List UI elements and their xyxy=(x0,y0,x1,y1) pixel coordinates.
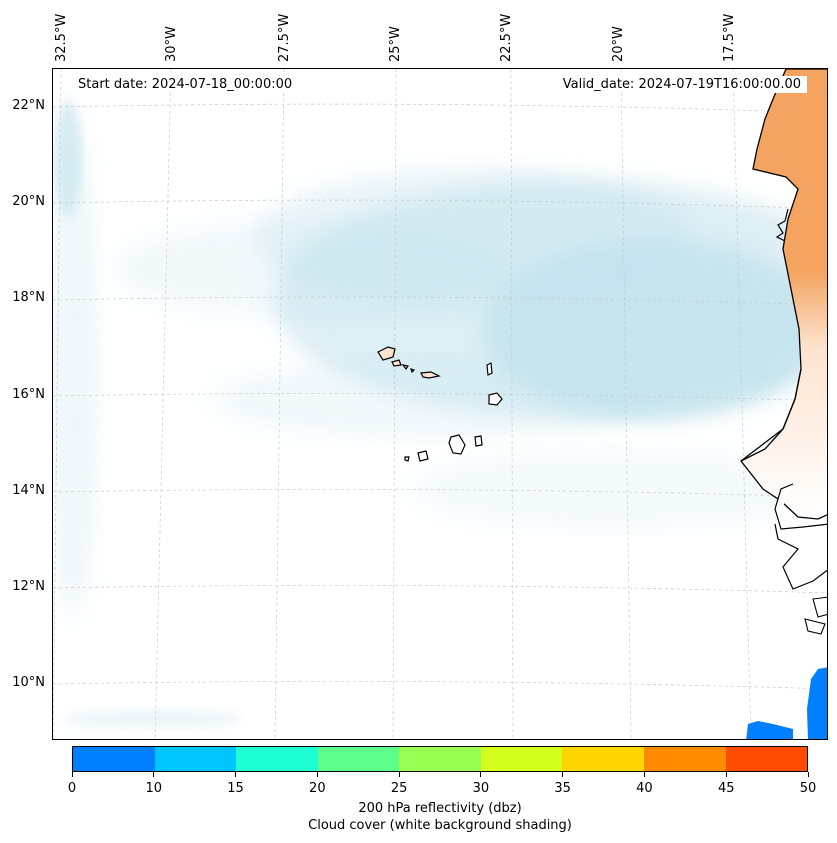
colorbar-tick-mark xyxy=(398,772,400,777)
colorbar-segment xyxy=(643,747,726,771)
reflectivity-colorbar xyxy=(72,746,808,772)
colorbar-tick-label: 20 xyxy=(309,781,326,796)
graticule xyxy=(53,69,827,739)
colorbar-tick-label: 30 xyxy=(472,781,490,796)
colorbar-sublabel: Cloud cover (white background shading) xyxy=(308,818,572,833)
lat-label: 18°N xyxy=(12,290,45,305)
colorbar-segment xyxy=(236,747,318,771)
colorbar-tick-mark xyxy=(643,772,645,777)
lat-label: 16°N xyxy=(12,387,45,402)
colorbar-tick-mark xyxy=(807,772,809,777)
colorbar-tick-label: 10 xyxy=(145,781,163,796)
colorbar-segment xyxy=(480,747,563,771)
colorbar-segment xyxy=(725,747,808,771)
lon-label: 30°W xyxy=(164,26,179,62)
lon-label: 25°W xyxy=(388,26,403,62)
colorbar-segment xyxy=(154,747,237,771)
lat-label: 22°N xyxy=(12,98,45,113)
lon-label: 27.5°W xyxy=(277,13,292,62)
colorbar-tick-label: 45 xyxy=(717,781,735,796)
colorbar-segment xyxy=(73,747,155,771)
colorbar-segment xyxy=(317,747,400,771)
colorbar-tick-label: 0 xyxy=(67,781,77,796)
start-date-label: Start date: 2024-07-18_00:00:00 xyxy=(72,76,299,93)
valid-date-label: Valid_date: 2024-07-19T16:00:00.00 xyxy=(556,76,807,93)
lat-label: 14°N xyxy=(12,483,45,498)
colorbar-tick-mark xyxy=(480,772,482,777)
colorbar-tick-mark xyxy=(725,772,727,777)
colorbar-tick-label: 35 xyxy=(554,781,571,796)
africa-coast xyxy=(739,69,827,635)
lat-label: 12°N xyxy=(12,579,45,594)
colorbar-tick-mark xyxy=(562,772,564,777)
cape-verde-islands xyxy=(377,346,503,462)
cloud-cover-shading xyxy=(53,99,827,729)
lon-label: 22.5°W xyxy=(499,13,514,62)
colorbar-tick-label: 15 xyxy=(227,781,244,796)
colorbar-tick-label: 40 xyxy=(636,781,653,796)
colorbar-segment xyxy=(562,747,644,771)
colorbar-tick-mark xyxy=(316,772,318,777)
lat-label: 10°N xyxy=(12,675,45,690)
lon-label: 17.5°W xyxy=(722,13,737,62)
colorbar-tick-mark xyxy=(71,772,73,777)
colorbar-label: 200 hPa reflectivity (dbz) xyxy=(358,801,522,816)
colorbar-tick-mark xyxy=(153,772,155,777)
reflectivity-patches xyxy=(746,667,827,739)
lon-label: 32.5°W xyxy=(54,13,69,62)
colorbar-segment xyxy=(399,747,481,771)
colorbar-tick-label: 50 xyxy=(799,781,817,796)
map-canvas xyxy=(53,69,827,739)
lat-label: 20°N xyxy=(12,194,45,209)
colorbar-tick-label: 25 xyxy=(390,781,408,796)
map-area[interactable] xyxy=(52,68,828,740)
lon-label: 20°W xyxy=(611,26,626,62)
colorbar-tick-mark xyxy=(235,772,237,777)
